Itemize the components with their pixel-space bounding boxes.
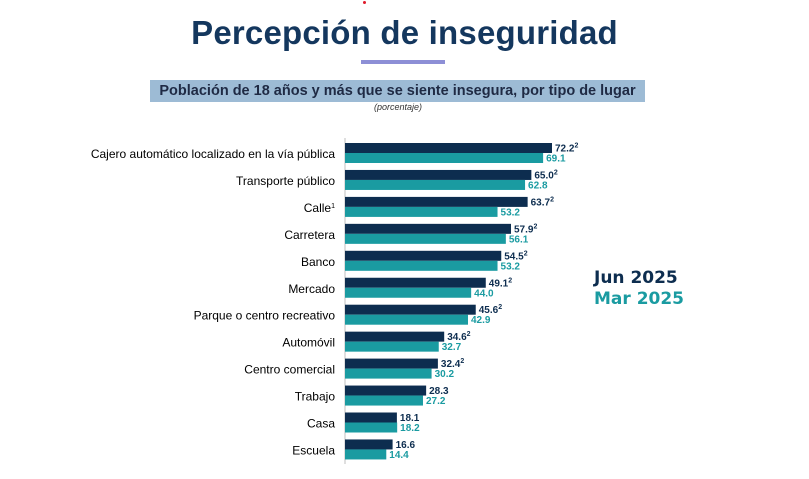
bar-series-1 xyxy=(345,331,445,342)
bar-series-1 xyxy=(345,304,476,315)
value-label-series-2: 44.0 xyxy=(474,288,494,299)
bar-series-1 xyxy=(345,385,427,396)
value-label-series-1: 49.12 xyxy=(489,277,512,289)
category-label: Transporte público xyxy=(236,174,335,188)
value-label-series-2: 18.2 xyxy=(400,423,420,434)
category-label: Calle1 xyxy=(304,201,335,215)
bar-series-1 xyxy=(345,223,512,234)
value-label-series-1: 54.52 xyxy=(504,250,527,262)
bar-series-2 xyxy=(345,395,423,406)
value-label-series-1: 65.02 xyxy=(534,169,557,181)
bar-series-2 xyxy=(345,449,387,460)
bar-series-2 xyxy=(345,422,398,433)
value-label-series-2: 27.2 xyxy=(426,396,446,407)
category-label: Mercado xyxy=(288,282,335,296)
title-underline xyxy=(361,60,445,64)
bar-series-2 xyxy=(345,314,468,325)
chart-unit: (porcentaje) xyxy=(373,102,423,112)
category-label: Carretera xyxy=(284,228,335,242)
value-label-series-2: 53.2 xyxy=(501,207,521,218)
value-label-series-1: 28.3 xyxy=(429,386,449,397)
bar-series-1 xyxy=(345,196,528,207)
bar-series-2 xyxy=(345,287,472,298)
category-label: Automóvil xyxy=(282,336,335,350)
bar-series-1 xyxy=(345,143,552,153)
value-label-series-1: 72.22 xyxy=(555,143,578,155)
category-label: Cajero automático localizado en la vía p… xyxy=(91,147,335,161)
bar-series-2 xyxy=(345,260,498,271)
value-label-series-1: 32.42 xyxy=(441,358,464,370)
value-label-series-2: 53.2 xyxy=(501,261,521,272)
category-label: Casa xyxy=(307,417,335,431)
bar-series-1 xyxy=(345,250,502,261)
value-label-series-1: 16.6 xyxy=(396,440,416,451)
value-label-series-2: 56.1 xyxy=(509,234,529,245)
category-label: Trabajo xyxy=(295,390,336,404)
value-label-series-2: 62.8 xyxy=(528,180,548,191)
bar-series-1 xyxy=(345,358,438,369)
bar-series-2 xyxy=(345,179,526,190)
category-label: Centro comercial xyxy=(244,363,335,377)
value-label-series-1: 34.62 xyxy=(447,331,470,343)
value-label-series-1: 45.62 xyxy=(479,304,502,316)
category-label: Banco xyxy=(301,255,335,269)
value-label-series-2: 30.2 xyxy=(435,369,455,380)
bar-series-2 xyxy=(345,233,506,244)
value-label-series-2: 69.1 xyxy=(546,154,566,165)
category-label: Escuela xyxy=(292,443,335,457)
legend: Jun 2025 Mar 2025 xyxy=(594,268,684,310)
value-label-series-2: 42.9 xyxy=(471,315,491,326)
value-label-series-1: 18.1 xyxy=(400,413,420,424)
legend-series-1: Jun 2025 xyxy=(594,268,678,288)
bar-series-1 xyxy=(345,277,486,288)
bar-series-2 xyxy=(345,368,432,379)
value-label-series-2: 32.7 xyxy=(442,342,462,353)
chart-subtitle: Población de 18 años y más que se siente… xyxy=(150,80,645,102)
bar-series-1 xyxy=(345,412,397,423)
bar-series-2 xyxy=(345,206,498,217)
value-label-series-1: 57.92 xyxy=(514,223,537,235)
bar-series-1 xyxy=(345,169,532,180)
red-dot-mark xyxy=(363,1,366,4)
bar-series-1 xyxy=(345,439,393,450)
page-title: Percepción de inseguridad xyxy=(191,14,618,51)
bar-series-2 xyxy=(345,153,544,163)
category-label: Parque o centro recreativo xyxy=(194,309,336,323)
bar-series-2 xyxy=(345,341,439,352)
value-label-series-1: 63.72 xyxy=(531,196,554,208)
legend-series-2: Mar 2025 xyxy=(594,289,685,309)
value-label-series-2: 14.4 xyxy=(389,450,409,461)
